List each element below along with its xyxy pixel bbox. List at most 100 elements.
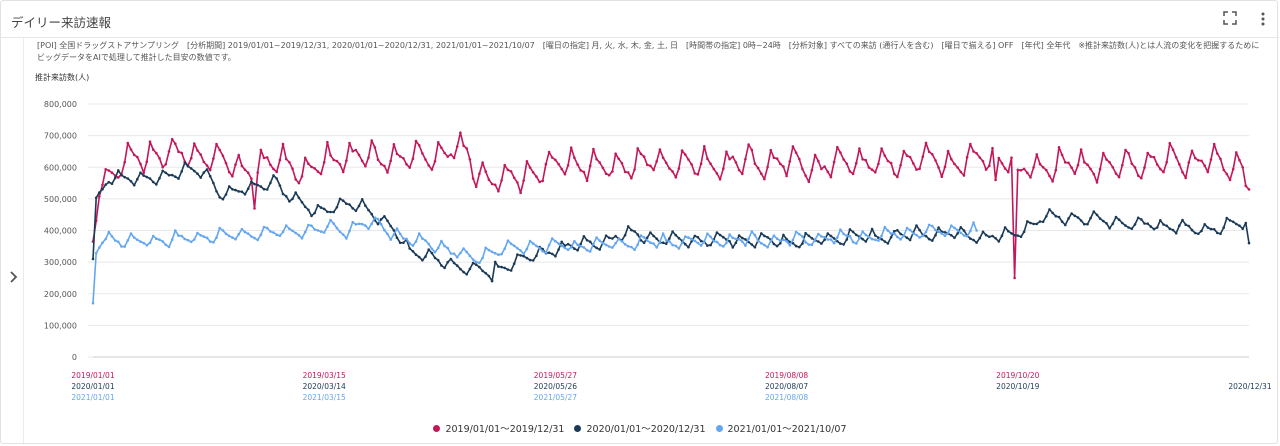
series-2-point xyxy=(760,232,763,235)
series-2-point xyxy=(139,171,142,174)
series-2-point xyxy=(1111,222,1115,225)
series-2-point xyxy=(655,237,658,240)
series-1-point xyxy=(943,165,947,169)
series-2-point xyxy=(1143,222,1146,225)
series-2-point xyxy=(988,235,991,239)
series-2-point xyxy=(817,240,820,243)
panel-header: デイリー来訪速報 xyxy=(1,1,1279,38)
series-1-point xyxy=(1209,158,1213,161)
series-3-point xyxy=(706,232,709,235)
series-2-point xyxy=(1219,232,1222,236)
series-3-point xyxy=(167,245,171,249)
series-1-point xyxy=(959,170,963,174)
series-2-point xyxy=(1209,227,1213,231)
series-3-point xyxy=(281,230,285,234)
series-1-point xyxy=(370,139,374,142)
series-2-point xyxy=(1124,224,1127,227)
series-2-point xyxy=(1178,224,1181,227)
series-3-point xyxy=(671,243,674,247)
series-1-point xyxy=(503,163,507,167)
series-2-point xyxy=(1019,235,1023,238)
series-2-point xyxy=(766,236,769,239)
series-1-point xyxy=(658,148,662,151)
series-3-point xyxy=(744,244,747,247)
series-2-point xyxy=(1244,221,1248,225)
series-2-point xyxy=(1098,217,1102,220)
series-2-point xyxy=(395,236,399,239)
y-axis-label: 推計来訪数(人) xyxy=(35,73,90,82)
series-1-point xyxy=(519,191,522,195)
series-2-point xyxy=(886,242,890,245)
series-1-point xyxy=(170,137,174,141)
legend-item-1[interactable]: 2019/01/01〜2019/12/31 xyxy=(433,421,564,435)
series-1-point xyxy=(269,163,272,167)
series-2-point xyxy=(186,165,190,168)
series-1-point xyxy=(566,164,570,167)
series-2-point xyxy=(142,174,145,177)
series-1-point xyxy=(899,164,902,167)
series-3-point xyxy=(208,240,212,243)
y-tick-label: 0 xyxy=(72,353,77,362)
series-1-point xyxy=(1216,152,1219,155)
series-1-point xyxy=(1064,161,1067,164)
series-3-point xyxy=(177,234,180,237)
series-1-point xyxy=(329,154,332,157)
series-2-point xyxy=(1127,226,1130,229)
series-3-point xyxy=(563,246,567,250)
series-2-point xyxy=(722,235,725,239)
series-1-point xyxy=(98,195,101,198)
series-1-point xyxy=(322,161,326,164)
series-2-point xyxy=(202,171,206,174)
series-1-point xyxy=(1187,161,1191,164)
fullscreen-icon[interactable] xyxy=(1223,11,1237,25)
series-1-point xyxy=(493,183,497,187)
series-1-point xyxy=(877,162,880,166)
series-1-point xyxy=(687,158,690,161)
series-2-point xyxy=(889,236,893,239)
chevron-right-icon[interactable] xyxy=(7,270,19,284)
series-2-point xyxy=(978,236,982,240)
series-1-point xyxy=(984,168,988,171)
series-1-point xyxy=(345,159,348,162)
series-1-point xyxy=(139,162,142,166)
series-2-point xyxy=(687,245,690,249)
series-2-point xyxy=(1168,227,1172,230)
series-1-point xyxy=(1238,158,1241,162)
analysis-conditions: [POI] 全国ドラッグストアサンプリング [分析期間] 2019/01/01~… xyxy=(37,41,1260,62)
series-1-point xyxy=(547,150,551,154)
series-3-point xyxy=(424,239,427,242)
series-1-point xyxy=(801,167,804,171)
series-3-point xyxy=(497,253,500,256)
series-3-point xyxy=(436,246,440,250)
series-3-point xyxy=(614,242,617,245)
series-1-point xyxy=(782,165,785,168)
series-2-point xyxy=(240,190,244,193)
series-3-point xyxy=(246,232,250,235)
series-1-point xyxy=(582,170,586,174)
series-1-point xyxy=(1111,166,1115,169)
series-3-point xyxy=(633,248,636,251)
series-2-point xyxy=(950,234,953,237)
series-1-point xyxy=(465,147,469,150)
series-3-point xyxy=(677,247,681,250)
series-1-point xyxy=(462,144,465,148)
series-3-point xyxy=(722,245,725,248)
series-1-point xyxy=(253,207,256,210)
series-3-point xyxy=(889,232,893,235)
series-1-point xyxy=(1222,168,1225,172)
series-2-point xyxy=(275,177,279,180)
series-1-point xyxy=(1051,180,1054,183)
more-vert-icon[interactable] xyxy=(1258,11,1268,27)
series-2-point xyxy=(199,176,202,179)
series-2-point xyxy=(1045,215,1048,218)
series-2-point xyxy=(573,247,576,250)
series-3-point xyxy=(113,239,117,242)
series-2-point xyxy=(452,261,456,265)
series-2-point xyxy=(1114,215,1118,219)
series-1-point xyxy=(1054,168,1058,172)
legend-item-3[interactable]: 2021/01/01〜2021/10/07 xyxy=(715,421,847,435)
series-2-point xyxy=(164,171,168,175)
series-1-point xyxy=(136,155,139,159)
legend-item-2[interactable]: 2020/01/01〜2020/12/31 xyxy=(574,421,706,435)
series-3-point xyxy=(645,239,649,242)
